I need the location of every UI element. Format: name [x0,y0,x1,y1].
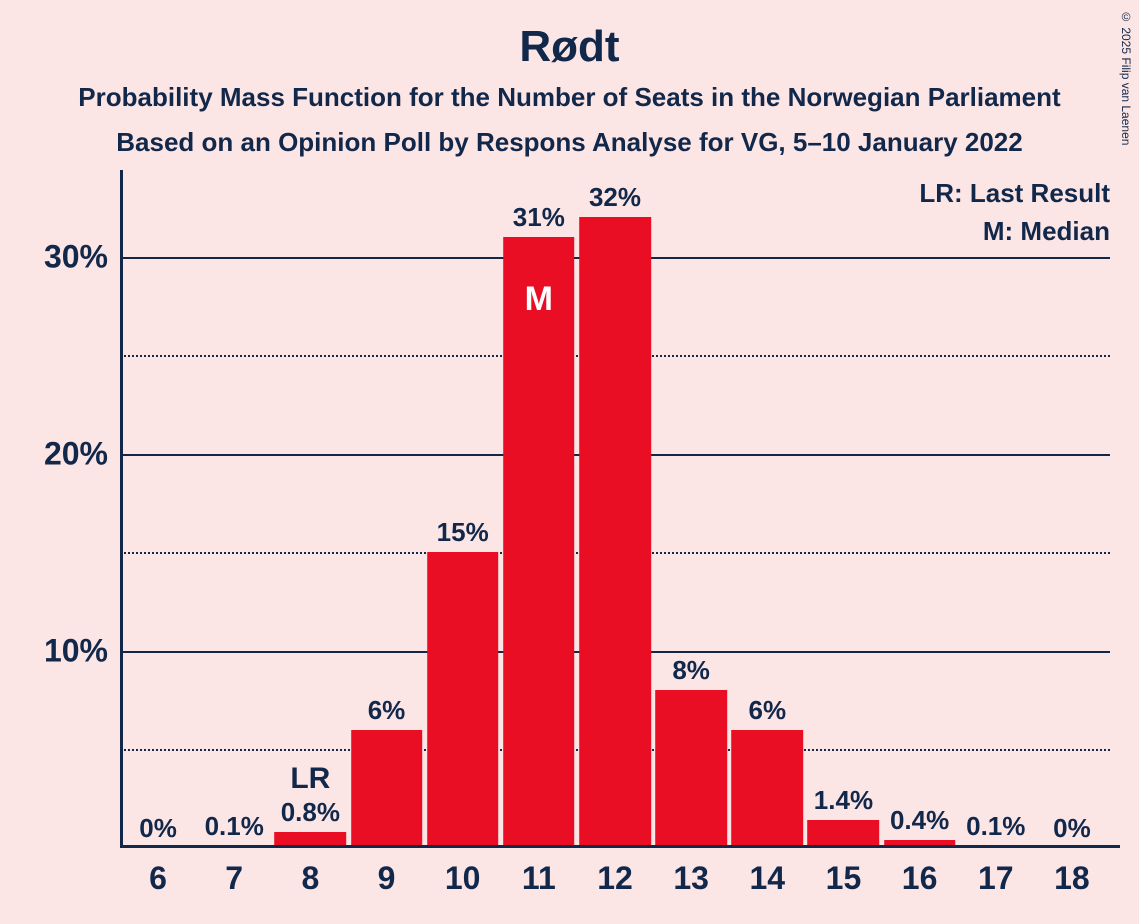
bar-slot: 0%6 [120,178,196,848]
bar-value-label: 0.4% [890,805,949,840]
x-tick-label: 6 [149,848,167,897]
bar-value-label: 0.1% [205,811,264,846]
pmf-bar-chart: LR: Last Result M: Median 0%60.1%70.8%LR… [120,178,1110,848]
bar [579,217,651,848]
bar-slot: 0.1%7 [196,178,272,848]
bar [655,690,727,848]
bar-value-label: 0.1% [966,811,1025,846]
chart-subtitle-1: Probability Mass Function for the Number… [0,82,1139,113]
x-tick-label: 12 [597,848,633,897]
x-tick-label: 13 [673,848,709,897]
y-tick-label: 30% [44,238,120,275]
bar-value-label: 0.8% [281,797,340,832]
x-tick-label: 10 [445,848,481,897]
copyright-text: © 2025 Filip van Laenen [1119,10,1133,145]
bar-value-label: 6% [748,695,786,730]
x-tick-label: 18 [1054,848,1090,897]
y-axis [120,170,123,848]
bar-value-label: 15% [437,517,489,552]
bar-value-label: 31% [513,202,565,237]
bar-slot: 6%14 [729,178,805,848]
bars-container: 0%60.1%70.8%LR86%915%10M31%1132%128%136%… [120,178,1110,848]
bar-slot: M31%11 [501,178,577,848]
bar [808,820,880,848]
y-tick-label: 20% [44,435,120,472]
x-tick-label: 16 [902,848,938,897]
bar-slot: 15%10 [425,178,501,848]
x-axis [120,845,1120,848]
bar-value-label: 32% [589,182,641,217]
bar: M [503,237,575,848]
y-tick-label: 10% [44,632,120,669]
bar-slot: 0.1%17 [958,178,1034,848]
chart-title: Rødt [0,0,1139,72]
bar [351,730,423,848]
x-tick-label: 9 [378,848,396,897]
chart-subtitle-2: Based on an Opinion Poll by Respons Anal… [0,127,1139,158]
x-tick-label: 15 [826,848,862,897]
bar-value-label: 8% [672,655,710,690]
bar-slot: 8%13 [653,178,729,848]
x-tick-label: 17 [978,848,1014,897]
x-tick-label: 7 [225,848,243,897]
bar-slot: 0%18 [1034,178,1110,848]
bar-value-label: 0% [139,813,177,848]
median-marker: M [525,280,553,319]
bar [427,552,499,848]
last-result-marker: LR [290,762,330,796]
bar [731,730,803,848]
bar-slot: 0.8%LR8 [272,178,348,848]
bar-slot: 32%12 [577,178,653,848]
bar-slot: 1.4%15 [805,178,881,848]
bar-value-label: 0% [1053,813,1091,848]
x-tick-label: 8 [301,848,319,897]
x-tick-label: 14 [749,848,785,897]
bar-slot: 6%9 [348,178,424,848]
bar-slot: 0.4%16 [882,178,958,848]
plot-area: LR: Last Result M: Median 0%60.1%70.8%LR… [120,178,1110,848]
bar-value-label: 6% [368,695,406,730]
x-tick-label: 11 [522,848,556,897]
bar-value-label: 1.4% [814,785,873,820]
